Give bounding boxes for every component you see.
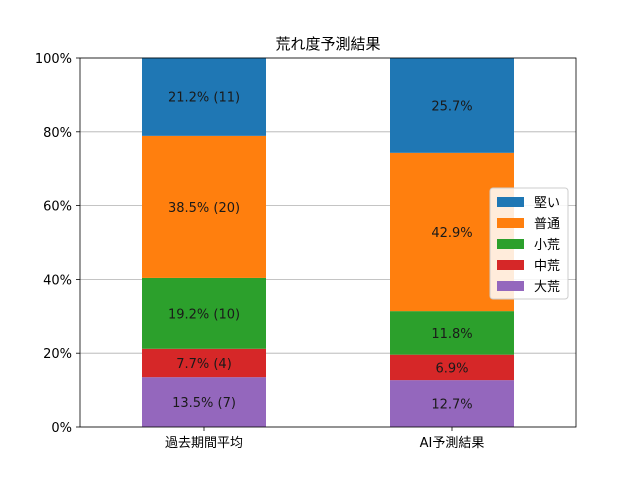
plot-frame	[79, 57, 577, 428]
legend-label: 普通	[534, 217, 560, 232]
legend-swatch	[497, 197, 524, 207]
legend-swatch	[497, 260, 524, 270]
bar-segment	[390, 311, 514, 355]
bar-data-label: 25.7%	[431, 99, 472, 114]
x-tick-label: 過去期間平均	[165, 436, 243, 451]
x-tick-label: AI予測結果	[420, 436, 485, 451]
bar-segment	[390, 354, 514, 381]
y-tick-label: 80%	[43, 126, 72, 141]
bars: 13.5% (7) 7.7% (4) 19.2% (10) 38.5% (20) 21.…	[142, 57, 514, 427]
bar-data-label: 11.8%	[431, 327, 472, 342]
bar-segment	[142, 277, 266, 349]
bar-segment	[142, 57, 266, 136]
legend-label: 大荒	[534, 280, 560, 295]
bar-data-label: 42.9%	[431, 226, 472, 241]
legend-swatch	[497, 218, 524, 228]
legend-label: 小荒	[534, 238, 560, 253]
bar-segment	[390, 58, 514, 153]
bar-data-label: 7.7% (4)	[176, 357, 232, 372]
axes: 0% 20% 40% 60% 80% 100% 過去期間平均 AI予測結果	[35, 52, 577, 451]
legend-label: 中荒	[534, 259, 560, 274]
bar-data-label: 12.7%	[431, 398, 472, 413]
legend-swatch	[497, 281, 524, 291]
bar-data-label: 19.2% (10)	[168, 307, 240, 322]
y-tick-label: 40%	[43, 273, 72, 288]
legend-swatch	[497, 239, 524, 249]
y-tick-label: 60%	[43, 200, 72, 215]
chart-title: 荒れ度予測結果	[275, 35, 380, 53]
bar-data-label: 6.9%	[435, 361, 468, 376]
bar-segment	[142, 135, 266, 278]
bar-data-label: 21.2% (11)	[168, 91, 240, 106]
y-tick-label: 100%	[35, 52, 72, 67]
y-tick-label: 0%	[51, 421, 72, 436]
y-tick-label: 20%	[43, 347, 72, 362]
bar-data-label: 38.5% (20)	[168, 201, 240, 216]
legend-box	[489, 187, 569, 300]
bar-segment	[142, 377, 266, 427]
legend-label: 堅い	[534, 196, 560, 211]
bar-segment	[390, 380, 514, 427]
bar-segment	[142, 348, 266, 378]
bar-data-label: 13.5% (7)	[172, 396, 236, 411]
